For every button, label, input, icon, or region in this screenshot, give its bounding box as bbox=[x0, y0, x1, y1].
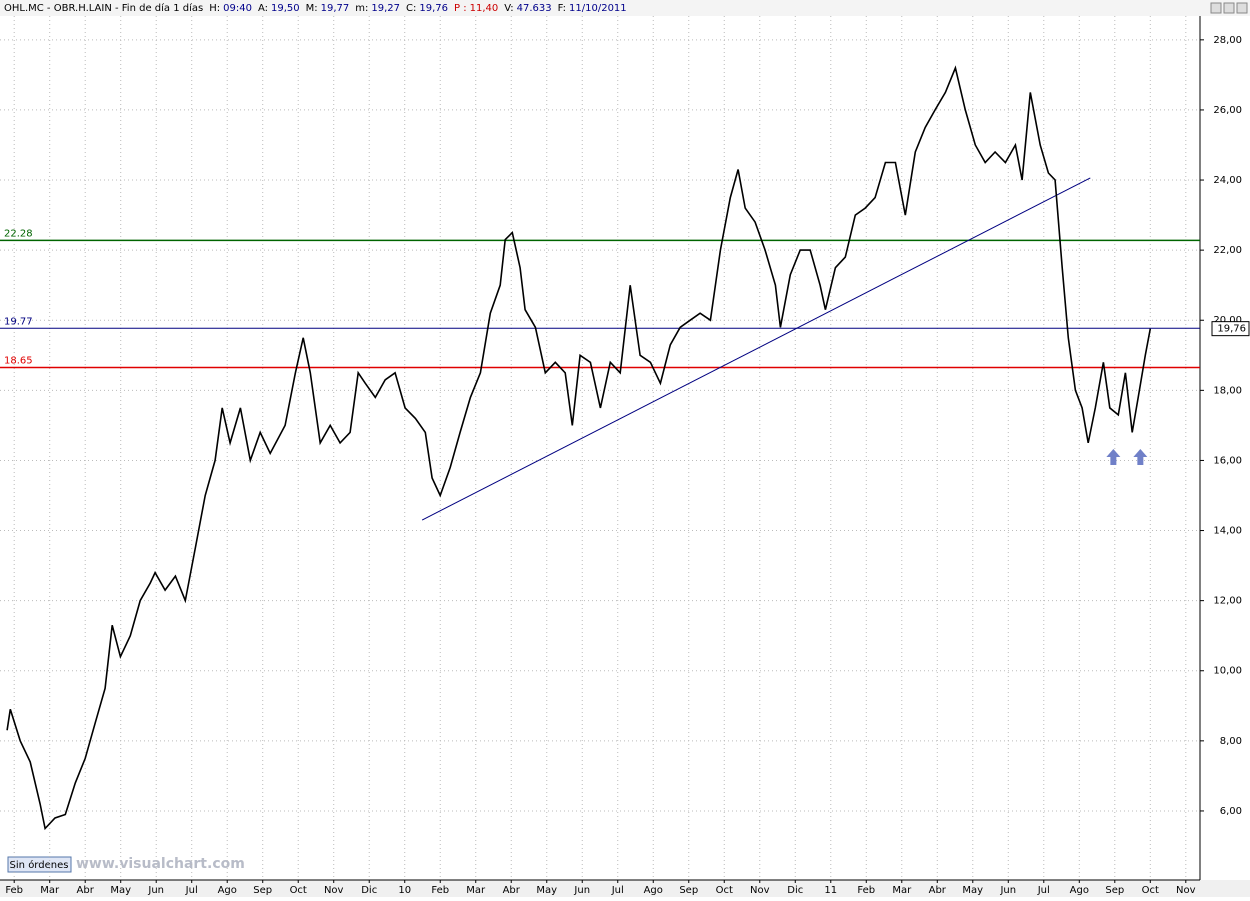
y-tick-label: 28,00 bbox=[1213, 35, 1242, 46]
orders-button-label[interactable]: Sin órdenes bbox=[10, 859, 69, 871]
x-tick-label: Jul bbox=[1037, 885, 1050, 896]
x-tick-label: Mar bbox=[892, 885, 912, 896]
last-price-tag bbox=[1211, 321, 1250, 337]
y-tick-label: 10,00 bbox=[1213, 666, 1242, 677]
orders-button[interactable] bbox=[7, 856, 72, 873]
x-tick-label: Abr bbox=[77, 885, 95, 896]
window-buttons bbox=[1210, 2, 1248, 14]
x-tick-label: Dic bbox=[787, 885, 803, 896]
x-tick-label: May bbox=[110, 885, 131, 896]
x-tick-label: Feb bbox=[5, 885, 23, 896]
x-tick-label: Mar bbox=[40, 885, 60, 896]
x-tick-label: Jun bbox=[147, 885, 164, 896]
level-label: 19.77 bbox=[4, 316, 33, 327]
x-tick-label: Sep bbox=[1105, 885, 1124, 896]
x-tick-label: Feb bbox=[431, 885, 449, 896]
arrow-marker bbox=[1106, 448, 1121, 465]
header-field: 47.633 bbox=[517, 3, 552, 14]
x-tick-label: Abr bbox=[929, 885, 947, 896]
header-field: 09:40 bbox=[223, 3, 252, 14]
x-tick-label: Sep bbox=[253, 885, 272, 896]
x-tick-label: Nov bbox=[324, 885, 344, 896]
header-field: OHL.MC - OBR.H.LAIN - Fin de día 1 días bbox=[4, 2, 203, 14]
header-field: 19,27 bbox=[371, 3, 400, 14]
price-line bbox=[6, 65, 1152, 831]
x-tick-label: 11 bbox=[824, 885, 837, 896]
x-tick-label: Abr bbox=[503, 885, 521, 896]
header-field: V: bbox=[504, 3, 513, 14]
y-tick-label: 24,00 bbox=[1213, 175, 1242, 186]
x-tick-label: Oct bbox=[716, 885, 733, 896]
header-field: M: bbox=[306, 3, 318, 14]
x-tick-label: Feb bbox=[857, 885, 875, 896]
header-field: 19,76 bbox=[419, 3, 448, 14]
x-tick-label: Ago bbox=[1070, 885, 1089, 896]
x-tick-label: Jun bbox=[999, 885, 1016, 896]
trendline bbox=[421, 177, 1091, 521]
x-tick-label: Oct bbox=[290, 885, 307, 896]
x-tick-label: 10 bbox=[398, 885, 411, 896]
header-field: P : bbox=[454, 3, 467, 14]
y-tick-label: 14,00 bbox=[1213, 526, 1242, 537]
minimize-button[interactable] bbox=[1210, 2, 1222, 14]
x-tick-label: May bbox=[536, 885, 557, 896]
y-tick-label: 22,00 bbox=[1213, 245, 1242, 256]
header-field: 11/10/2011 bbox=[569, 3, 627, 14]
x-tick-label: Oct bbox=[1142, 885, 1159, 896]
y-tick-label: 8,00 bbox=[1220, 736, 1242, 747]
header-info: OHL.MC - OBR.H.LAIN - Fin de día 1 días H… bbox=[4, 2, 627, 14]
header-field: A: bbox=[258, 3, 268, 14]
y-tick-label: 20,00 bbox=[1213, 315, 1242, 326]
header-bar bbox=[0, 0, 1250, 16]
y-tick-label: 18,00 bbox=[1213, 385, 1242, 396]
x-tick-label: Jul bbox=[185, 885, 198, 896]
header-field: C: bbox=[406, 3, 416, 14]
header-field: F: bbox=[558, 3, 566, 14]
x-tick-label: Jun bbox=[573, 885, 590, 896]
y-axis-bar bbox=[1200, 16, 1250, 880]
header-field: m: bbox=[355, 3, 368, 14]
x-tick-label: Jul bbox=[611, 885, 624, 896]
maximize-button[interactable] bbox=[1223, 2, 1235, 14]
y-tick-label: 16,00 bbox=[1213, 455, 1242, 466]
header-field: 19,50 bbox=[271, 3, 300, 14]
watermark: www.visualchart.com bbox=[76, 856, 245, 872]
y-tick-label: 6,00 bbox=[1220, 806, 1242, 817]
close-button[interactable] bbox=[1236, 2, 1248, 14]
x-tick-label: Dic bbox=[361, 885, 377, 896]
level-label: 22.28 bbox=[4, 228, 33, 239]
x-tick-label: Sep bbox=[679, 885, 698, 896]
x-tick-label: Nov bbox=[750, 885, 770, 896]
x-tick-label: Ago bbox=[218, 885, 237, 896]
level-label: 18.65 bbox=[4, 356, 33, 367]
x-tick-label: Mar bbox=[466, 885, 486, 896]
y-tick-label: 26,00 bbox=[1213, 105, 1242, 116]
x-tick-label: May bbox=[962, 885, 983, 896]
y-tick-label: 12,00 bbox=[1213, 596, 1242, 607]
x-tick-label: Nov bbox=[1176, 885, 1196, 896]
last-price-label: 19,76 bbox=[1217, 324, 1246, 335]
arrow-marker bbox=[1133, 448, 1148, 465]
header-field: H: bbox=[209, 3, 220, 14]
x-axis-bar bbox=[0, 880, 1250, 897]
header-field: 19,77 bbox=[321, 3, 350, 14]
x-tick-label: Ago bbox=[644, 885, 663, 896]
header-field: 11,40 bbox=[470, 3, 499, 14]
